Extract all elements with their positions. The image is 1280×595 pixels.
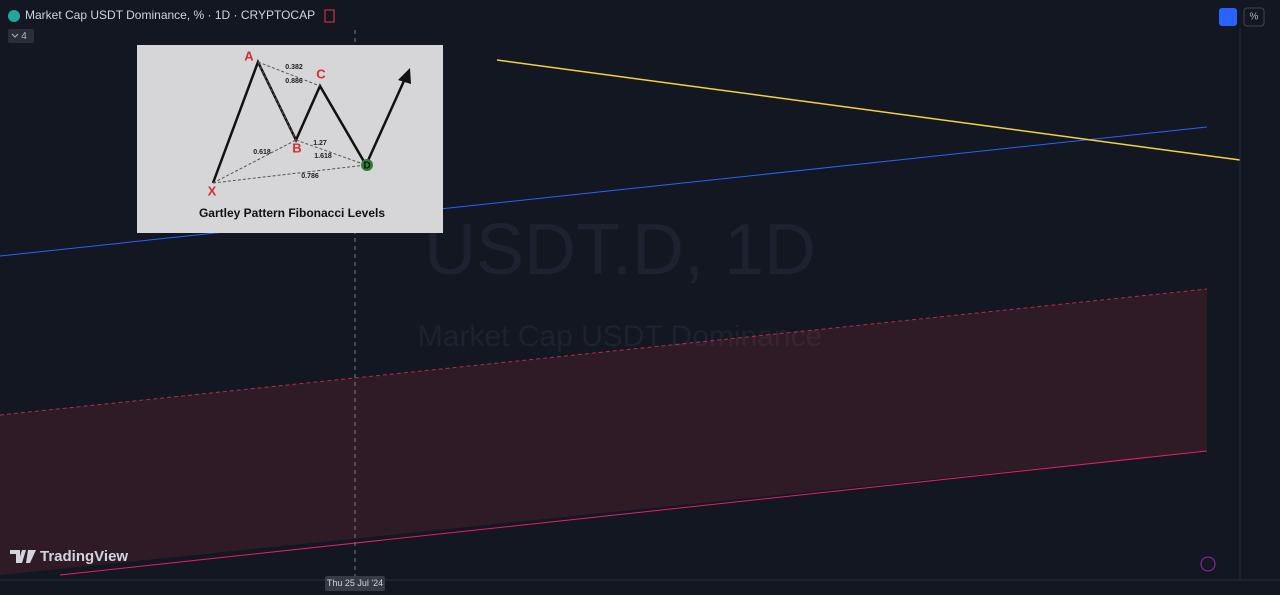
brand[interactable]: TradingView <box>40 548 128 565</box>
percent-button-frame[interactable] <box>1243 7 1265 27</box>
inset: X A B C D 0.382 0.886 0.618 1.27 1.618 0… <box>137 45 443 233</box>
crosshair-label: Thu 25 Jul '24 <box>327 578 383 588</box>
inset-arrow <box>364 71 410 166</box>
brand-logo[interactable] <box>10 550 36 563</box>
inset-point: X <box>208 183 217 198</box>
symbol-icon[interactable] <box>8 10 20 22</box>
indicators-toggle[interactable] <box>8 29 34 43</box>
toggle-chevron <box>11 33 19 38</box>
inset-point-d-bg <box>361 159 373 171</box>
autoscale-button[interactable] <box>1219 8 1237 26</box>
inset-point: B <box>292 140 301 155</box>
inset-point: D <box>363 161 370 172</box>
inset-arrowhead <box>398 68 411 84</box>
indicator-count[interactable]: 4 <box>21 31 27 42</box>
inset-title: Gartley Pattern Fibonacci Levels <box>199 206 385 220</box>
inset-guide <box>212 164 367 184</box>
inset-guide <box>295 139 367 166</box>
inset-point: A <box>244 48 254 63</box>
crosshair-label-bg <box>325 576 385 591</box>
inset-ratio: 0.382 <box>285 64 303 71</box>
trend-line-blue <box>0 126 1208 257</box>
inset-ratio: 0.886 <box>285 78 303 85</box>
inset-ratio: 0.786 <box>301 173 319 180</box>
inset-ratio: 1.618 <box>314 153 332 160</box>
channel-fill <box>0 289 1207 575</box>
inset-point: C <box>316 66 326 81</box>
alert-icon[interactable] <box>1200 556 1216 572</box>
inset-panel <box>137 45 443 233</box>
inset-guide <box>257 61 321 87</box>
inset-guide <box>257 61 297 141</box>
header-bg <box>0 0 1240 28</box>
flag-icon[interactable] <box>324 9 335 23</box>
inset-ratio: 1.27 <box>313 140 327 147</box>
watermark: USDT.D, 1D <box>424 210 816 290</box>
inset-guide <box>212 139 297 184</box>
channel-lower <box>59 450 1208 576</box>
inset-ratio: 0.618 <box>253 149 271 156</box>
symbol-title[interactable]: Market Cap USDT Dominance, % · 1D · CRYP… <box>25 8 315 22</box>
trend-line-yellow <box>496 59 1241 161</box>
channel-upper <box>0 288 1208 416</box>
percent-button[interactable]: % <box>1250 12 1259 23</box>
